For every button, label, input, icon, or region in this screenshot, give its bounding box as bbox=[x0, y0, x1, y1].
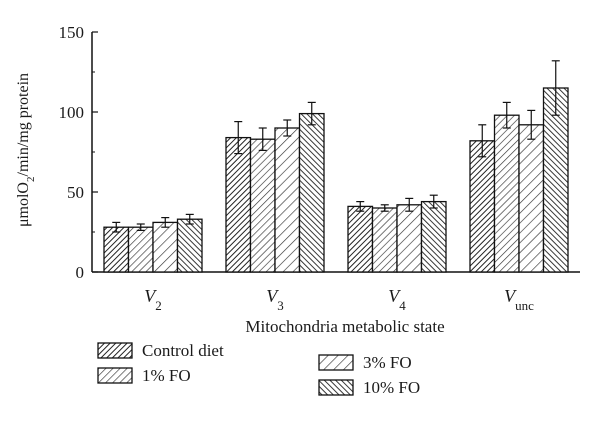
y-tick-label: 0 bbox=[76, 263, 85, 282]
x-tick-label-sub: 4 bbox=[399, 298, 406, 313]
legend-swatch bbox=[97, 367, 133, 384]
bar-v3-2 bbox=[274, 127, 301, 273]
x-tick-label-main: V bbox=[266, 286, 279, 306]
legend-label: Control diet bbox=[142, 341, 224, 360]
x-tick-label: V2 bbox=[144, 286, 162, 313]
legend-item: 1% FO bbox=[97, 366, 191, 385]
legend-label: 3% FO bbox=[363, 353, 412, 372]
y-axis-title: μmolO2/min/mg protein bbox=[15, 73, 37, 227]
x-tick-label-sub: unc bbox=[515, 298, 534, 313]
bar-v4-1 bbox=[371, 207, 398, 273]
x-tick-label-main: V bbox=[388, 286, 401, 306]
legend-label: 10% FO bbox=[363, 378, 420, 397]
bar-v4-2 bbox=[396, 204, 423, 273]
x-tick-label-sub: 2 bbox=[155, 298, 162, 313]
legend-item: Control diet bbox=[97, 341, 224, 360]
bar-v4-3 bbox=[420, 200, 447, 273]
bar-v2-1 bbox=[127, 226, 154, 273]
bar-v2-3 bbox=[176, 218, 203, 273]
legend-swatch bbox=[318, 379, 354, 396]
y-tick-label: 100 bbox=[59, 103, 85, 122]
bar-vunc-1 bbox=[493, 114, 520, 273]
bar-v3-0 bbox=[225, 136, 252, 273]
bar-vunc-3 bbox=[542, 87, 569, 273]
bar-vunc-2 bbox=[518, 124, 545, 273]
legend-item: 10% FO bbox=[318, 378, 420, 397]
legend-label: 1% FO bbox=[142, 366, 191, 385]
bars-group bbox=[103, 87, 569, 273]
x-axis-title: Mitochondria metabolic state bbox=[245, 317, 444, 336]
y-tick-label: 50 bbox=[67, 183, 84, 202]
legend-item: 3% FO bbox=[318, 353, 412, 372]
x-tick-label: Vunc bbox=[504, 286, 534, 313]
y-axis-title-sub: 2 bbox=[25, 177, 37, 183]
legend: Control diet 1% FO 3% FO 10% FO bbox=[97, 341, 420, 397]
bar-v3-1 bbox=[249, 138, 276, 273]
x-tick-label: V3 bbox=[266, 286, 284, 313]
bar-vunc-0 bbox=[469, 140, 496, 273]
x-tick-label: V4 bbox=[388, 286, 406, 313]
bar-v2-0 bbox=[103, 226, 130, 273]
x-tick-label-sub: 3 bbox=[277, 298, 284, 313]
x-tick-label-main: V bbox=[144, 286, 157, 306]
legend-swatch bbox=[97, 342, 133, 359]
bar-v3-3 bbox=[298, 112, 325, 273]
error-bars-group bbox=[112, 60, 560, 233]
bar-v4-0 bbox=[347, 205, 374, 273]
y-tick-label: 150 bbox=[59, 23, 85, 42]
x-category-labels: V2 V3 V4 Vunc bbox=[144, 286, 534, 313]
y-axis-title-rest: /min/mg protein bbox=[15, 73, 32, 177]
y-axis-title-main: μmolO bbox=[15, 182, 32, 227]
bar-v2-2 bbox=[152, 221, 179, 273]
x-tick-label-main: V bbox=[504, 286, 517, 306]
legend-swatch bbox=[318, 354, 354, 371]
